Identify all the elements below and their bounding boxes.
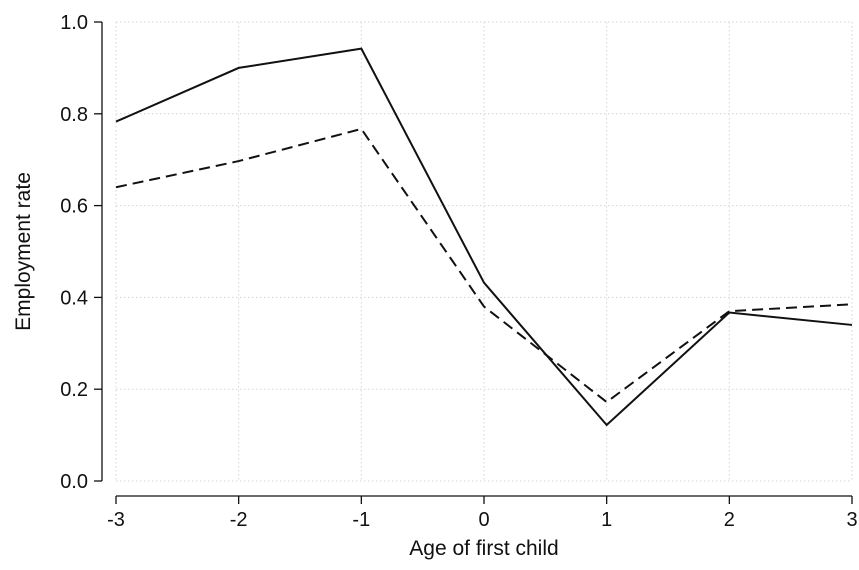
y-axis-title: Employment rate: [12, 172, 35, 331]
y-tick-label-2: 0.4: [60, 287, 88, 309]
y-tick-label-0: 0.0: [60, 471, 88, 493]
x-tick-label-5: 2: [724, 509, 735, 531]
axes: [101, 22, 852, 497]
data-series: [115, 47, 853, 427]
x-axis-title: Age of first child: [409, 537, 558, 560]
x-tick-label-3: 0: [478, 509, 489, 531]
x-tick-label-4: 1: [601, 509, 612, 531]
series-line-solid: [115, 47, 853, 427]
x-tick-label-2: -1: [352, 509, 370, 531]
x-tick-label-1: -2: [230, 509, 248, 531]
grid-lines: [115, 21, 853, 482]
y-tick-label-5: 1.0: [60, 12, 88, 34]
x-tick-label-6: 3: [846, 509, 857, 531]
series-line-dashed: [115, 127, 853, 404]
y-tick-label-1: 0.2: [60, 379, 88, 401]
y-tick-label-4: 0.8: [60, 104, 88, 126]
x-tick-label-0: -3: [107, 509, 125, 531]
y-tick-label-3: 0.6: [60, 196, 88, 218]
tick-marks-and-labels: 0.0 0.2 0.4 0.6 0.8 1.0 -3 -2 -1 0 1 2 3: [60, 12, 857, 531]
